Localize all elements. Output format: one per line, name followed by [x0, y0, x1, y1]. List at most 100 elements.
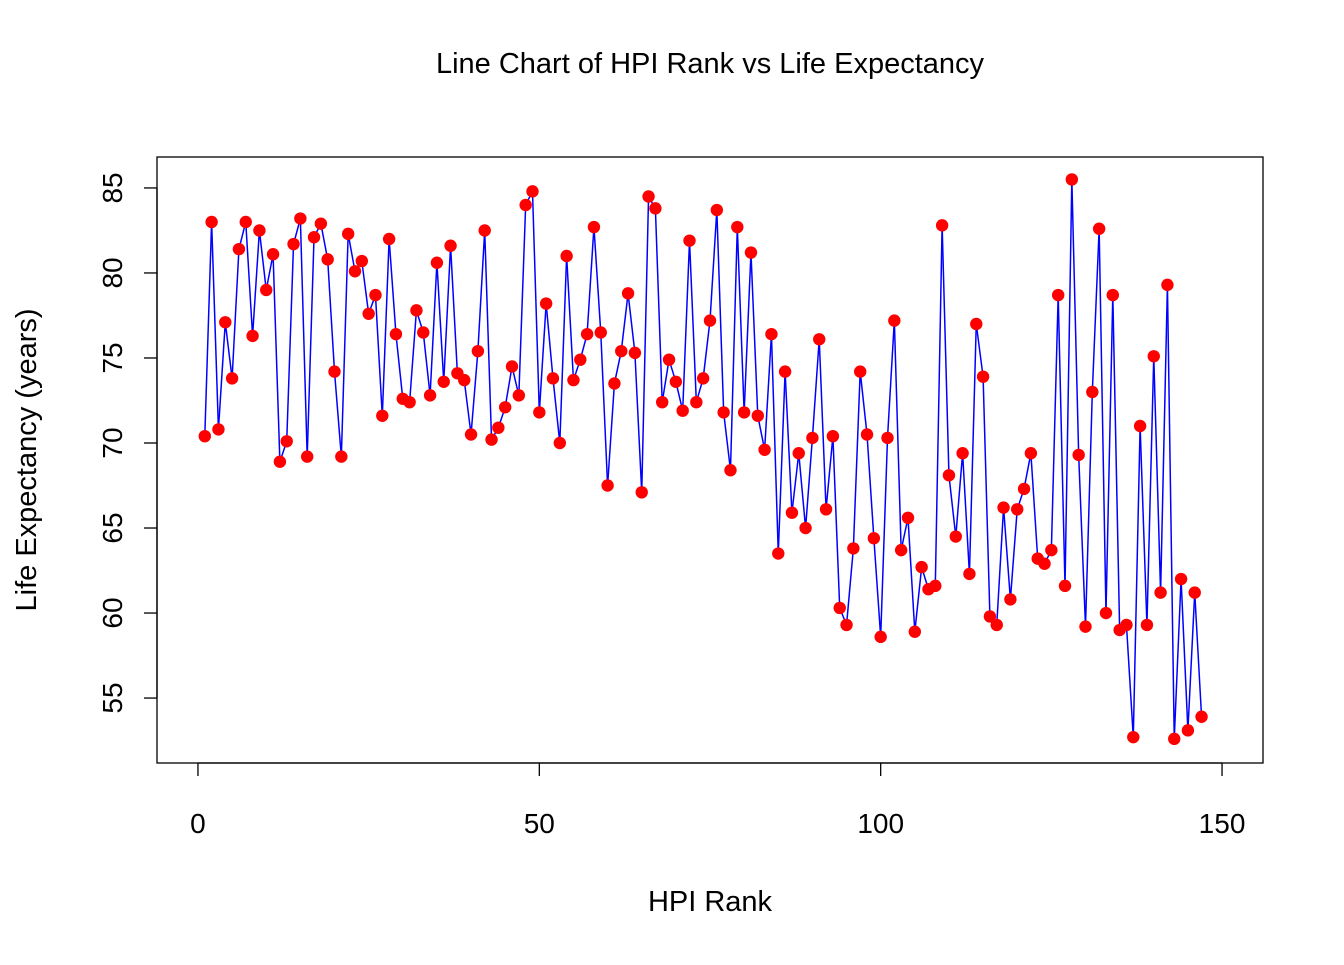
data-point: [314, 217, 328, 230]
x-axis: 0 50 100 150: [190, 762, 1246, 839]
series-line-segment: [1187, 592, 1196, 731]
data-point: [266, 248, 280, 261]
data-point: [348, 265, 362, 278]
data-points-group: [198, 173, 1208, 746]
data-point: [696, 372, 710, 385]
series-line-segment: [763, 334, 773, 450]
series-line-segment: [1173, 578, 1182, 739]
series-line-segment: [1146, 356, 1155, 625]
data-point: [1051, 288, 1065, 302]
data-point: [942, 469, 956, 482]
series-line-segment: [245, 221, 254, 336]
data-point: [874, 630, 887, 644]
series-line-segment: [285, 244, 295, 442]
series-line-segment: [907, 517, 916, 632]
data-point: [253, 224, 266, 237]
data-point: [956, 446, 969, 460]
series-line-segment: [333, 371, 343, 457]
data-point: [772, 547, 785, 560]
series-line-segment: [893, 320, 902, 551]
data-point: [642, 190, 655, 203]
data-point: [990, 618, 1003, 632]
data-point: [505, 360, 519, 373]
data-point: [458, 373, 471, 387]
data-point: [1161, 278, 1174, 292]
data-point: [751, 409, 764, 422]
data-point: [833, 601, 846, 615]
data-point: [683, 234, 696, 247]
data-point: [417, 326, 430, 339]
series-line-segment: [1166, 284, 1175, 739]
series-line-segment: [217, 322, 227, 430]
data-point: [519, 198, 532, 212]
data-point: [1045, 543, 1058, 557]
data-point: [710, 203, 724, 217]
x-tick-label: 150: [1199, 808, 1246, 839]
series-line-segment: [593, 227, 602, 333]
series-line-segment: [702, 320, 711, 379]
data-point: [580, 327, 594, 341]
y-tick-label: 70: [97, 427, 128, 458]
series-line-segment: [941, 225, 950, 476]
data-point: [1004, 593, 1017, 606]
data-point: [929, 579, 942, 593]
series-line-segment: [388, 238, 397, 335]
y-tick-label: 65: [97, 512, 128, 543]
series-line-segment: [832, 436, 841, 608]
series-line-segment: [538, 303, 547, 413]
series-line-segment: [436, 262, 445, 382]
series-line-segment: [299, 218, 308, 457]
data-point: [1038, 557, 1051, 570]
data-point: [737, 406, 751, 419]
series-line-segment: [1050, 295, 1059, 551]
data-point: [676, 404, 689, 417]
x-tick-label: 100: [857, 808, 904, 839]
series-line-segment: [681, 240, 691, 411]
series-line-segment: [449, 245, 459, 374]
series-line-segment: [1132, 425, 1141, 738]
data-point: [280, 435, 293, 448]
series-line-segment: [1091, 228, 1100, 393]
series-line-segment: [873, 538, 882, 637]
series-line-segment: [251, 230, 261, 336]
data-point: [260, 283, 273, 297]
series-line-segment: [477, 230, 486, 352]
series-line-segment: [1009, 509, 1018, 600]
data-point: [587, 220, 601, 234]
series-line-segment: [661, 359, 670, 403]
series-line-segment: [429, 262, 438, 396]
series-line-segment: [1159, 284, 1169, 593]
data-point: [690, 395, 703, 409]
series-line-segment: [422, 332, 431, 396]
data-point: [758, 443, 771, 456]
series-line-segment: [1064, 179, 1073, 586]
series-line-segment: [1112, 295, 1121, 631]
x-tick-label: 50: [524, 808, 555, 839]
series-line-segment: [784, 371, 793, 513]
series-line-segment: [326, 259, 336, 372]
data-point: [935, 219, 949, 232]
series-line-segment: [709, 210, 718, 321]
series-line-segment: [736, 227, 745, 413]
series-line-segment: [866, 434, 875, 539]
series-line-segment: [1105, 295, 1114, 614]
series-line-segment: [1125, 624, 1135, 738]
series-line-segment: [210, 221, 220, 430]
series-line-segment: [408, 310, 418, 403]
data-point: [205, 215, 218, 229]
series-line-segment: [852, 371, 861, 549]
data-point: [341, 227, 355, 241]
series-line-segment: [961, 453, 971, 574]
data-point: [1024, 446, 1038, 460]
data-point: [300, 450, 314, 463]
data-point: [1106, 288, 1120, 302]
series-line-group: [204, 179, 1203, 739]
data-point: [526, 185, 539, 198]
data-point: [294, 212, 307, 225]
data-point: [1011, 503, 1024, 516]
data-point: [806, 431, 819, 445]
data-point: [533, 406, 546, 419]
data-point: [731, 220, 744, 234]
series-line-segment: [258, 230, 267, 291]
